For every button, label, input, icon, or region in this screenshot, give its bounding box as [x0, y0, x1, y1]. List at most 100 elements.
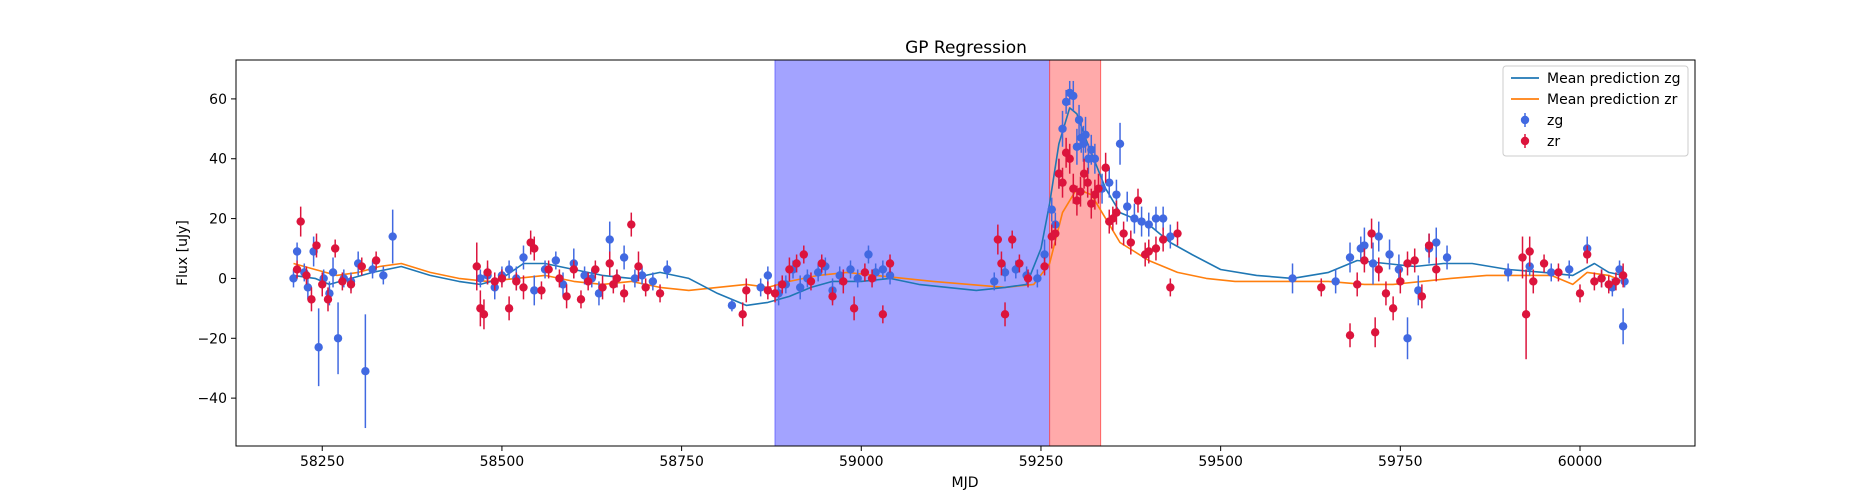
legend-label: Mean prediction zr [1547, 92, 1678, 108]
zr-point [1370, 317, 1380, 348]
zr-point [817, 254, 826, 273]
zr-point [605, 251, 614, 276]
zg-marker [1087, 145, 1096, 154]
x-tick-label: 59250 [1019, 454, 1064, 470]
zr-marker [1317, 283, 1326, 292]
zr-point [1158, 227, 1168, 252]
zg-point [1144, 212, 1153, 237]
zr-point [330, 239, 340, 258]
zg-marker [1374, 232, 1383, 241]
y-tick-label: 40 [209, 152, 227, 168]
zr-marker [742, 286, 751, 295]
zg-point [476, 269, 485, 288]
zr-point [323, 287, 333, 312]
zg-marker [1079, 139, 1088, 148]
zr-marker [1410, 256, 1419, 265]
zr-marker [1370, 328, 1380, 337]
legend-label: Mean prediction zg [1547, 71, 1681, 87]
zr-point [1410, 248, 1419, 273]
y-tick-label: 20 [209, 212, 227, 228]
zr-marker [1051, 229, 1060, 238]
zr-point [338, 272, 347, 291]
zr-point [1432, 257, 1441, 282]
zr-marker [562, 292, 571, 301]
zg-point [630, 269, 640, 288]
zr-marker [307, 295, 316, 304]
zr-point [292, 260, 302, 279]
zg-marker [1403, 334, 1412, 343]
zr-marker [1611, 277, 1621, 286]
zr-marker [1367, 229, 1376, 238]
zr-marker [806, 277, 816, 286]
zr-marker [346, 280, 356, 289]
zr-point [1094, 173, 1103, 204]
zr-marker [997, 259, 1006, 268]
zr-marker [1518, 253, 1527, 262]
x-tick-label: 59500 [1198, 454, 1243, 470]
zr-marker [357, 262, 366, 271]
zg-point [1345, 242, 1355, 273]
zg-marker [630, 274, 640, 283]
zr-point [867, 269, 877, 288]
zr-point [1582, 245, 1592, 264]
zr-point [849, 296, 859, 321]
zg-marker [1069, 91, 1078, 101]
zr-point [1521, 269, 1531, 360]
zr-point [1119, 221, 1128, 246]
x-tick-label: 59000 [839, 454, 884, 470]
zr-marker [1054, 169, 1064, 178]
zr-marker [318, 280, 327, 289]
zr-marker [537, 286, 546, 295]
zr-marker [1040, 262, 1049, 271]
zr-point [792, 254, 801, 273]
zg-marker [333, 334, 343, 343]
zr-marker [1151, 244, 1161, 253]
zr-point [742, 278, 751, 303]
zr-marker [1374, 265, 1383, 274]
zr-marker [1424, 241, 1434, 250]
zg-marker [1345, 253, 1355, 262]
zr-marker [512, 277, 521, 286]
zg-marker [1565, 265, 1574, 274]
x-tick-label: 58750 [659, 454, 704, 470]
zr-marker [770, 289, 780, 298]
zr-point [1133, 188, 1143, 213]
zr-marker [1353, 280, 1362, 289]
x-axis-label: MJD [952, 475, 979, 491]
zr-marker [583, 277, 593, 286]
legend-label: zg [1547, 113, 1563, 129]
zr-marker [763, 286, 773, 295]
zr-point [619, 284, 629, 303]
zg-marker [1547, 268, 1556, 277]
zr-point [1023, 269, 1033, 288]
zr-point [1590, 272, 1599, 291]
zr-marker [619, 289, 629, 298]
zr-marker [296, 217, 305, 226]
zr-marker [634, 262, 643, 271]
zr-marker [839, 277, 848, 286]
zr-marker [1069, 184, 1078, 193]
zg-point [1432, 227, 1441, 258]
zg-marker [1151, 214, 1161, 223]
zr-marker [1417, 292, 1427, 301]
zg-marker [885, 271, 895, 280]
zr-marker [1554, 268, 1563, 277]
zr-point [878, 305, 888, 324]
zg-point [361, 314, 370, 429]
zg-point [1503, 263, 1513, 282]
zg-marker [292, 247, 302, 256]
zg-marker [1084, 154, 1093, 163]
zg-marker [878, 265, 888, 274]
zg-point [853, 269, 862, 288]
zr-marker [778, 280, 787, 289]
zr-point [641, 278, 650, 297]
zr-marker [817, 259, 826, 268]
zr-marker [1582, 250, 1592, 259]
zg-point [1385, 239, 1394, 270]
zg-marker [795, 283, 805, 292]
zg-marker [853, 274, 862, 283]
plot-area-frame [235, 59, 1696, 447]
zr-point [1126, 230, 1136, 255]
zr-marker [1058, 178, 1067, 187]
zr-point [483, 260, 492, 285]
